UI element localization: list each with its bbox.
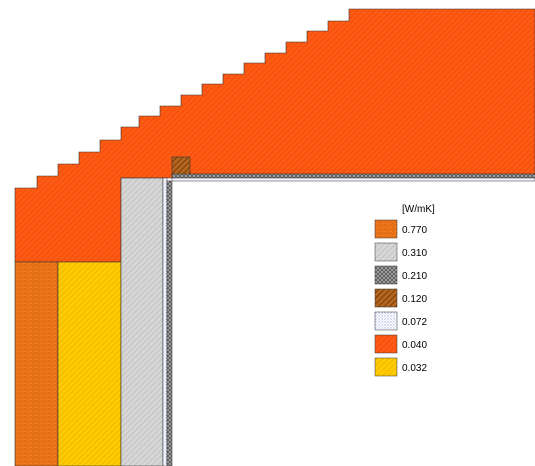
legend: [W/mK] 0.770 0.310 0.210 0.120 0.072 0.040 0.0… — [374, 204, 435, 377]
legend-swatch-dotted — [374, 311, 398, 331]
wall-inner-leaf — [120, 177, 164, 466]
legend-swatch-orange — [374, 334, 398, 354]
wall-membrane — [166, 180, 173, 466]
legend-value: 0.210 — [402, 271, 427, 282]
legend-swatch-brown — [374, 288, 398, 308]
legend-value: 0.310 — [402, 248, 427, 259]
legend-value: 0.770 — [402, 225, 427, 236]
ceiling-membrane — [171, 173, 535, 179]
ceiling-vapour-layer — [171, 177, 535, 182]
legend-value: 0.040 — [402, 340, 427, 351]
roof-insulation — [14, 8, 535, 263]
timber-block — [171, 156, 191, 176]
wall-vapour-layer — [162, 177, 168, 466]
legend-unit: [W/mK] — [402, 204, 435, 215]
legend-swatch-dark-grey — [374, 265, 398, 285]
legend-value: 0.120 — [402, 294, 427, 305]
legend-swatch-yellow — [374, 357, 398, 377]
wall-insulation — [57, 261, 122, 466]
legend-value: 0.072 — [402, 317, 427, 328]
legend-swatch-brick — [374, 219, 398, 239]
legend-swatch-light-grey — [374, 242, 398, 262]
legend-value: 0.032 — [402, 363, 427, 374]
wall-brick — [14, 261, 59, 466]
